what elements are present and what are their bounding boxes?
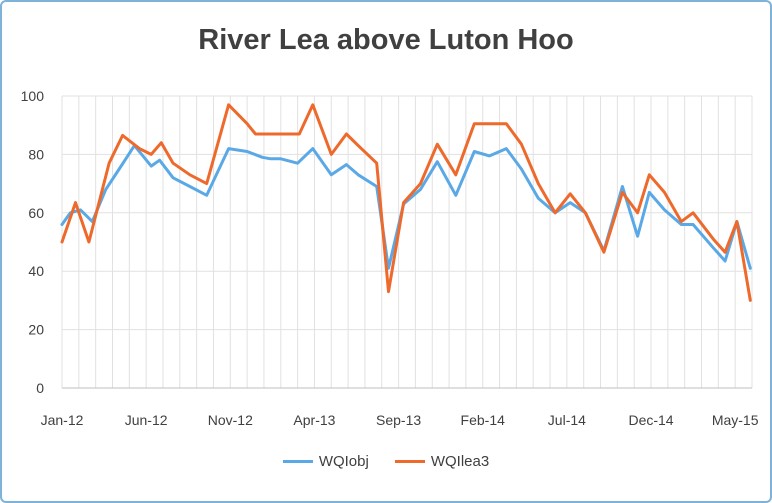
legend-label-wqiobj: WQIobj bbox=[319, 453, 369, 470]
y-tick-label: 100 bbox=[21, 88, 45, 104]
x-tick-label: May-15 bbox=[712, 412, 759, 428]
legend-item-wqilea3: WQIlea3 bbox=[395, 453, 489, 470]
gridlines bbox=[62, 96, 752, 388]
y-tick-label: 0 bbox=[36, 380, 44, 396]
y-tick-label: 80 bbox=[28, 146, 44, 162]
x-tick-label: Jan-12 bbox=[41, 412, 84, 428]
x-tick-label: Jul-14 bbox=[548, 412, 586, 428]
x-tick-label: Feb-14 bbox=[461, 412, 506, 428]
legend-label-wqilea3: WQIlea3 bbox=[431, 453, 489, 470]
y-tick-label: 20 bbox=[28, 322, 44, 338]
legend: WQIobj WQIlea3 bbox=[0, 453, 772, 470]
series-line-wqiobj bbox=[62, 146, 750, 269]
x-tick-label: Apr-13 bbox=[293, 412, 335, 428]
legend-swatch-wqilea3 bbox=[395, 460, 425, 463]
x-tick-label: Sep-13 bbox=[376, 412, 421, 428]
legend-item-wqiobj: WQIobj bbox=[283, 453, 369, 470]
y-tick-label: 40 bbox=[28, 263, 44, 279]
x-tick-label: Dec-14 bbox=[628, 412, 673, 428]
y-axis-tick-labels: 0 20 40 60 80 100 bbox=[21, 88, 45, 396]
x-axis-tick-labels: Jan-12 Jun-12 Nov-12 Apr-13 Sep-13 Feb-14 Jul-… bbox=[41, 412, 759, 428]
legend-swatch-wqiobj bbox=[283, 460, 313, 463]
x-tick-label: Nov-12 bbox=[208, 412, 253, 428]
y-tick-label: 60 bbox=[28, 205, 44, 221]
x-tick-label: Jun-12 bbox=[125, 412, 168, 428]
